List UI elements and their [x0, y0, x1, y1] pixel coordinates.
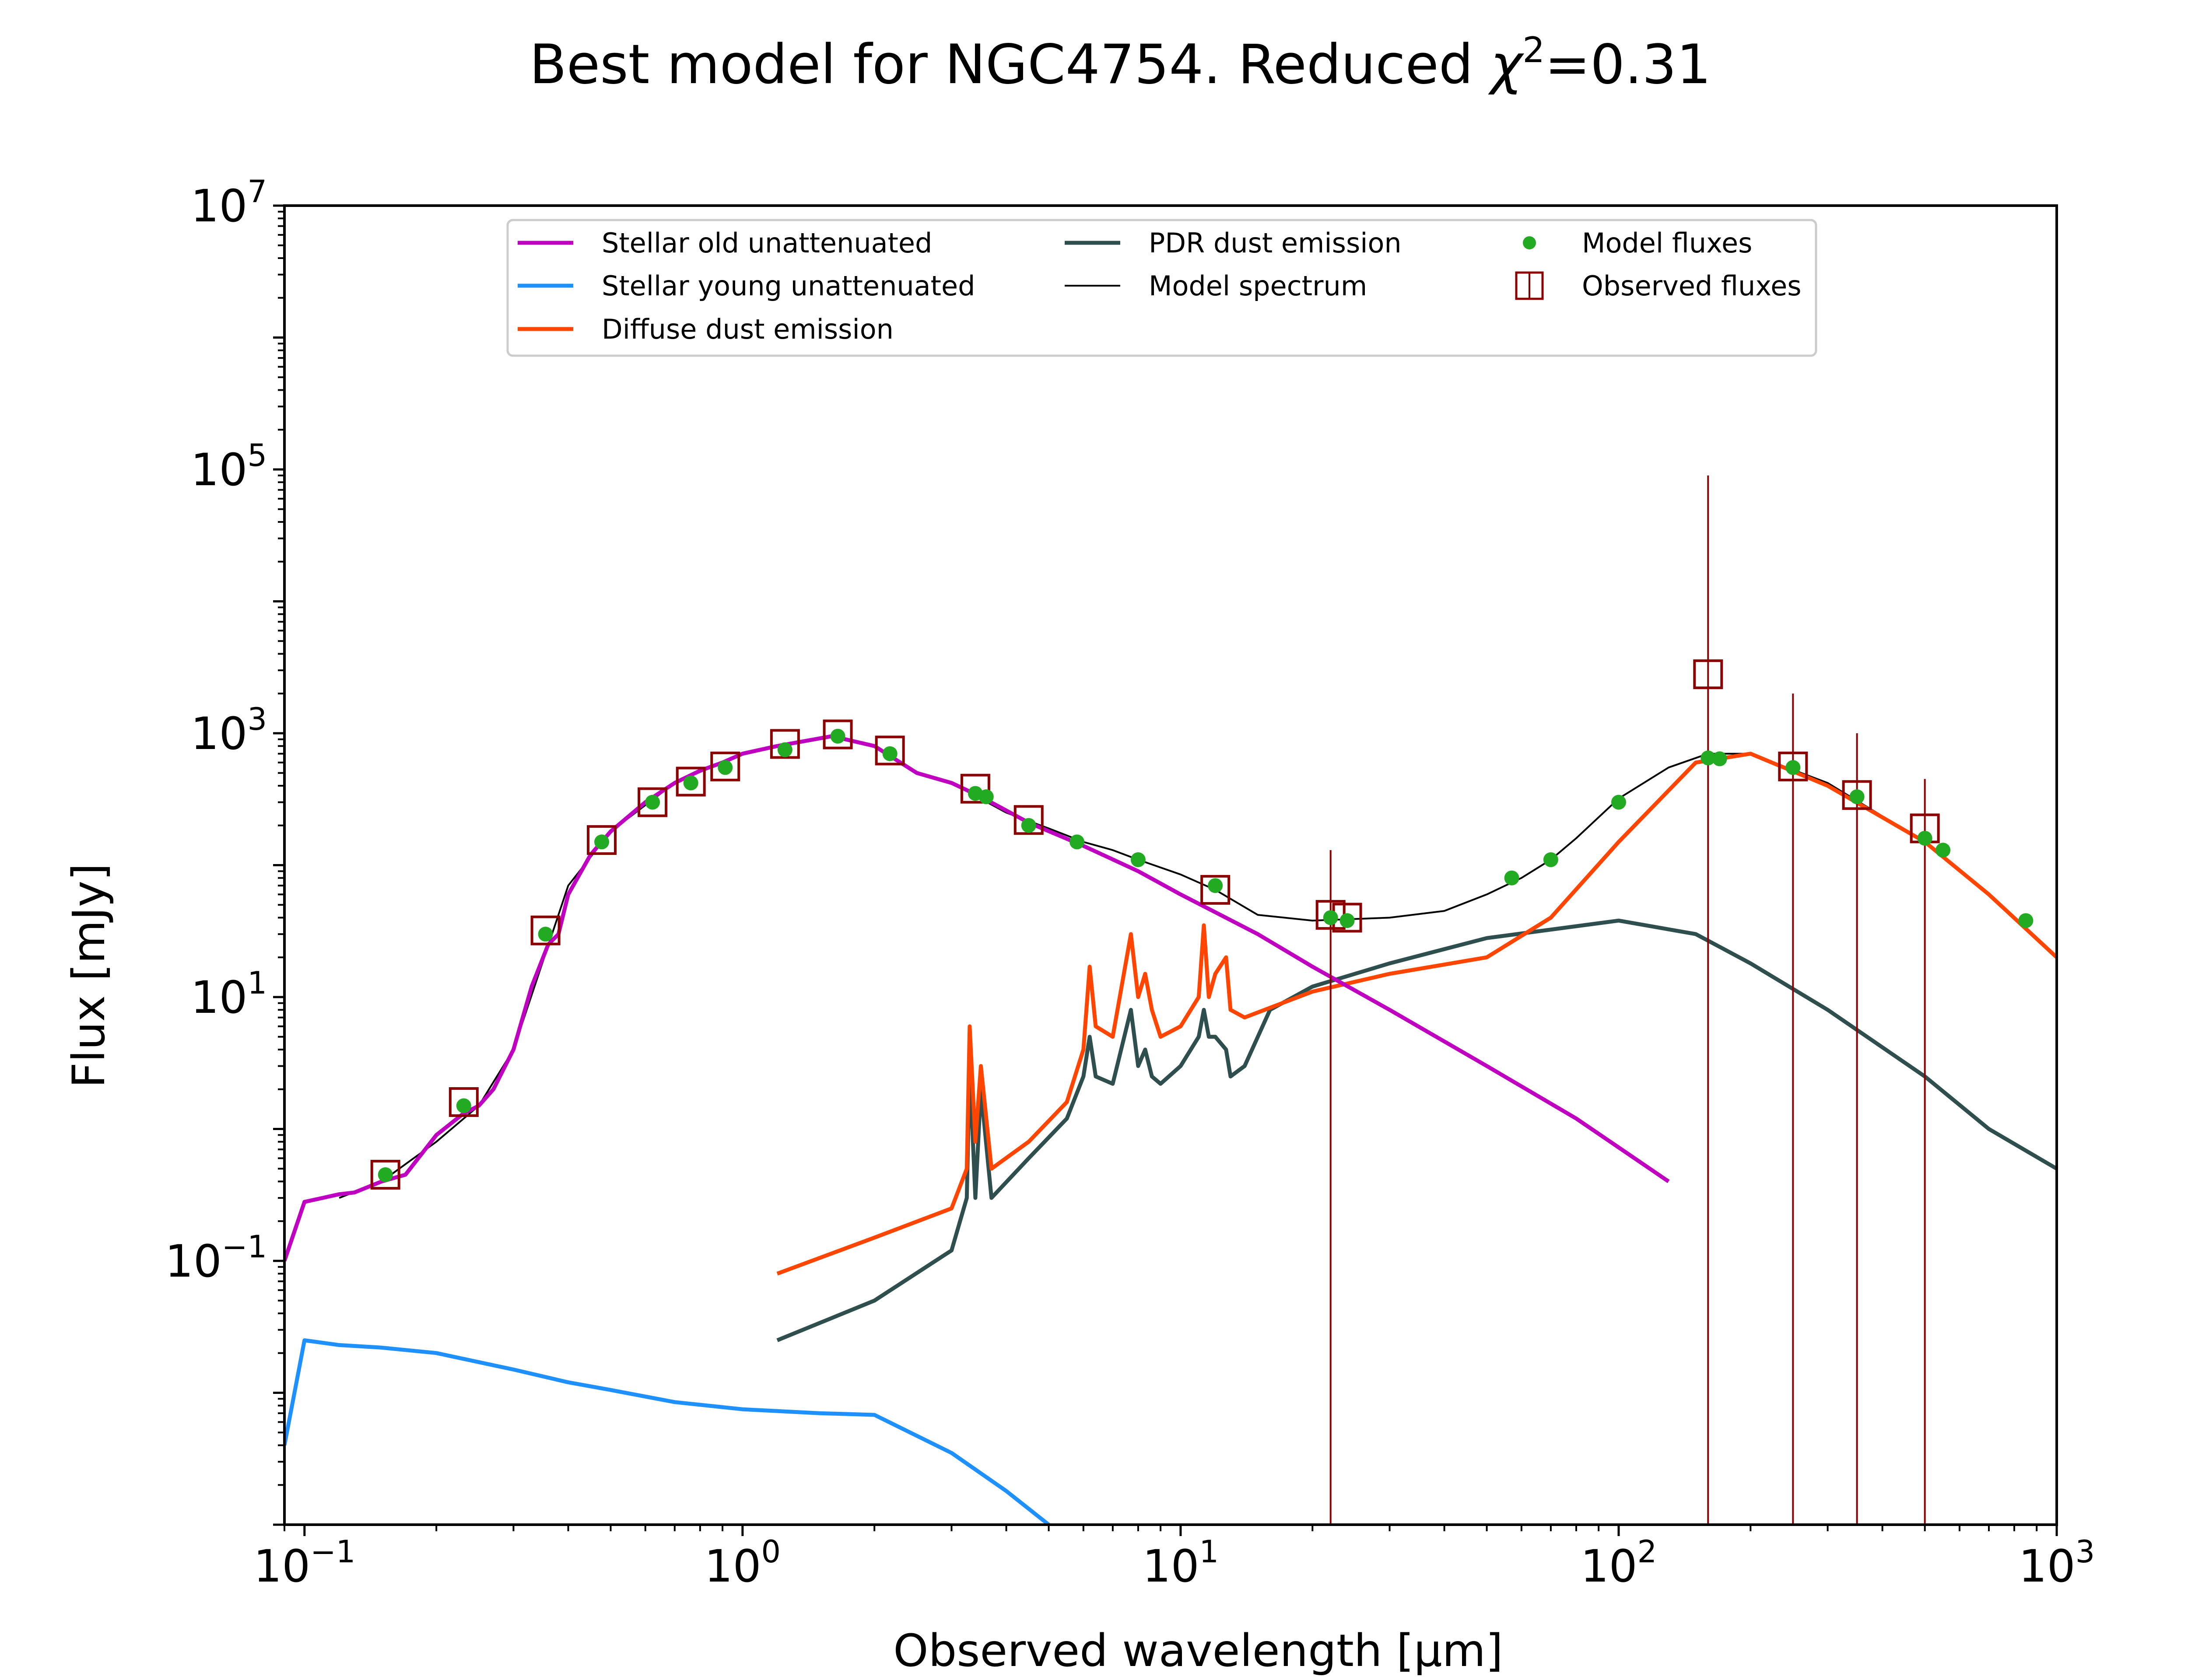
legend-box	[506, 219, 1817, 357]
diffuse-dust-line	[776, 752, 2057, 1276]
observed-flux-point	[530, 915, 561, 945]
y-tick-label: 103	[191, 701, 267, 760]
model-flux-point	[456, 1098, 471, 1113]
chart-title: Best model for NGC4754. Reduced χ2=0.31	[529, 30, 1711, 96]
legend-label: Model spectrum	[1149, 270, 1367, 302]
legend-label: Stellar young unattenuated	[602, 270, 975, 302]
x-tick-label: 100	[705, 1534, 781, 1592]
model-flux-point	[882, 746, 898, 761]
model-flux-point	[2018, 913, 2034, 928]
model-flux-point	[1712, 751, 1727, 766]
model-flux-point	[1543, 852, 1558, 868]
observed-flux-point	[587, 825, 617, 855]
stellar-old-line	[284, 734, 1670, 1262]
x-tick-label: 103	[2019, 1534, 2095, 1592]
observed-flux-point	[370, 1160, 400, 1190]
model-flux-point	[1323, 910, 1338, 925]
observed-flux-point	[449, 1087, 479, 1117]
x-tick-label: 101	[1143, 1534, 1219, 1592]
observed-flux-point	[823, 719, 853, 749]
model-flux-point	[683, 775, 698, 791]
legend-label: Observed fluxes	[1582, 270, 1802, 302]
model-flux-point	[594, 834, 610, 850]
x-tick-label: 102	[1581, 1534, 1657, 1592]
model-flux-point	[1504, 870, 1519, 886]
pdr-dust-line	[776, 918, 2057, 1342]
model-flux-point	[1785, 760, 1801, 775]
legend-label: PDR dust emission	[1149, 227, 1402, 259]
model-flux-point	[1701, 750, 1716, 766]
model-spectrum-line	[339, 735, 2057, 1199]
stellar-young-line	[284, 1338, 1050, 1525]
model-flux-point	[978, 789, 994, 805]
y-axis-label: Flux [mJy]	[63, 863, 115, 1088]
model-flux-point	[645, 794, 660, 810]
observed-flux-point	[1778, 751, 1808, 781]
observed-flux-point	[770, 729, 800, 759]
observed-flux-point	[1842, 780, 1872, 810]
observed-flux-point	[676, 766, 706, 797]
model-flux-point	[1611, 794, 1626, 810]
x-axis-label: Observed wavelength [μm]	[893, 1625, 1503, 1677]
model-flux-point	[777, 742, 792, 757]
model-flux-point	[1849, 789, 1865, 805]
model-flux-point	[538, 927, 553, 942]
observed-flux-point	[875, 735, 905, 766]
legend-label: Model fluxes	[1582, 227, 1752, 259]
model-flux-point	[1208, 878, 1223, 893]
observed-flux-point	[1200, 875, 1231, 905]
model-flux-point	[718, 760, 733, 775]
legend: Stellar old unattenuated Stellar young un…	[506, 219, 1817, 357]
legend-label: Diffuse dust emission	[602, 313, 894, 345]
legend-swatch	[1523, 236, 1536, 249]
observed-flux-point	[1013, 805, 1044, 835]
model-flux-point	[1339, 913, 1355, 928]
model-flux-point	[1069, 834, 1085, 850]
observed-flux-point	[960, 774, 990, 804]
y-tick-label: 101	[191, 965, 267, 1024]
model-flux-point	[1021, 818, 1036, 833]
plot-area	[284, 475, 2057, 1525]
legend-label: Stellar old unattenuated	[602, 227, 932, 259]
y-tick-label: 107	[191, 174, 267, 232]
x-tick-label: 10−1	[253, 1534, 355, 1592]
model-flux-point	[830, 728, 845, 744]
plot-frame	[283, 204, 2058, 1526]
observed-flux-point	[710, 751, 740, 781]
model-flux-point	[1917, 830, 1932, 846]
observed-flux-point	[638, 787, 668, 817]
model-flux-point	[378, 1167, 393, 1183]
y-tick-label: 10−1	[165, 1229, 267, 1288]
observed-flux-point	[1693, 659, 1723, 690]
y-tick-label: 105	[191, 438, 267, 496]
model-flux-point	[1130, 852, 1146, 868]
model-flux-point	[1936, 843, 1951, 858]
